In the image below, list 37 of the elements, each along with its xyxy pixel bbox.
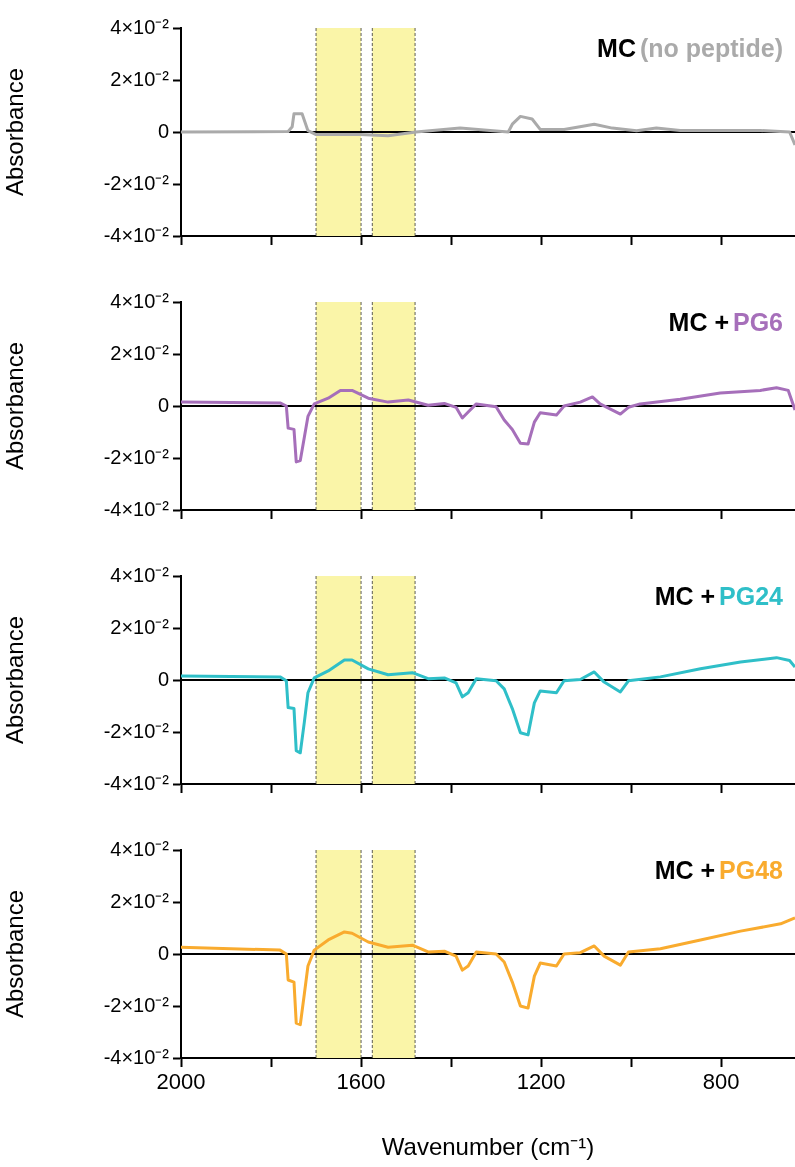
x-tick-label: 1600 [336,1069,386,1095]
series-label: PG48 [719,855,784,884]
y-axis-title: Absorbance [1,615,29,745]
series-label: PG24 [719,581,784,610]
chart-title: MC + [668,307,729,336]
x-axis-title: Wavenumber (cm⁻¹) [381,1133,595,1161]
y-tick-label: -2×10⁻² [103,993,170,1016]
y-tick-label: 0 [157,667,169,690]
y-tick-label: 0 [157,941,169,964]
y-tick-label: -4×10⁻² [103,1045,170,1068]
text: PG6 [732,307,784,336]
y-tick-label: 4×10⁻² [110,15,170,38]
y-axis-title: Absorbance [1,889,29,1019]
y-tick-label: -4×10⁻² [103,223,170,246]
text: (no peptide) [639,33,783,62]
y-axis-title: Absorbance [1,67,29,197]
y-tick-label: 2×10⁻² [110,341,170,364]
y-tick-label: -2×10⁻² [103,171,170,194]
x-tick-label: 1200 [516,1069,566,1095]
x-tick-label: 800 [702,1069,740,1095]
y-tick-label: 0 [157,119,169,142]
chart-title: MC [597,33,636,62]
y-tick-label: 2×10⁻² [110,889,170,912]
chart-title: MC + [654,581,716,610]
y-tick-label: -2×10⁻² [103,719,170,742]
chart-title: MC + [654,855,716,884]
y-tick-label: 4×10⁻² [110,563,170,586]
y-tick-label: 2×10⁻² [110,67,170,90]
y-tick-label: 2×10⁻² [110,615,170,638]
y-tick-label: -2×10⁻² [103,445,170,468]
y-tick-label: 4×10⁻² [110,837,170,860]
y-tick-label: -4×10⁻² [103,497,170,520]
x-tick-label: 2000 [156,1069,206,1095]
y-axis-title: Absorbance [1,341,29,471]
y-tick-label: -4×10⁻² [103,771,170,794]
y-tick-label: 4×10⁻² [110,289,170,312]
y-tick-label: 0 [157,393,169,416]
